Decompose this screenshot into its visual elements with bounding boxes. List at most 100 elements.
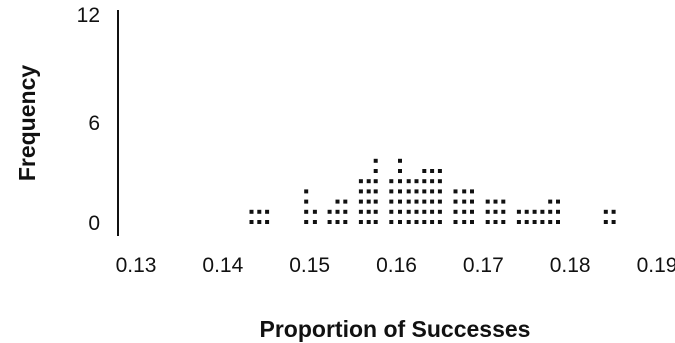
data-dot	[373, 209, 378, 214]
data-dot	[389, 209, 394, 214]
data-dot	[373, 199, 378, 204]
data-dot	[556, 220, 560, 224]
data-dot	[437, 169, 442, 173]
data-dot	[422, 179, 427, 184]
data-dot	[343, 209, 348, 214]
data-dot	[304, 199, 309, 204]
data-dot	[358, 179, 363, 184]
data-dot	[437, 179, 442, 184]
data-dot	[470, 220, 474, 224]
data-dot	[462, 220, 467, 224]
data-dot	[548, 220, 553, 224]
data-dot	[453, 220, 458, 224]
data-dot	[398, 209, 402, 214]
data-dot	[304, 209, 309, 214]
data-dot	[304, 220, 309, 224]
data-dot	[358, 220, 363, 224]
data-dot	[430, 169, 435, 173]
data-dot	[304, 189, 309, 194]
data-dot	[335, 199, 340, 204]
data-dot	[430, 220, 435, 224]
data-dot	[430, 179, 435, 184]
data-dot	[406, 179, 411, 184]
data-dot	[501, 209, 506, 214]
data-dot	[453, 189, 458, 194]
data-dot	[516, 209, 521, 214]
data-dot	[265, 209, 270, 214]
data-dot	[532, 209, 537, 214]
data-dot	[453, 199, 458, 204]
data-dot	[398, 169, 402, 173]
x-tick-label: 0.19	[637, 254, 675, 277]
data-dot	[501, 220, 506, 224]
y-tick-label: 12	[77, 4, 100, 27]
data-dot	[516, 220, 521, 224]
data-dot	[343, 199, 348, 204]
data-dot	[611, 220, 616, 224]
data-dot	[437, 199, 442, 204]
data-dot	[422, 199, 427, 204]
data-dot	[414, 220, 419, 224]
data-dot	[437, 189, 442, 194]
data-dot	[611, 209, 616, 214]
data-points	[249, 158, 616, 224]
data-dot	[485, 209, 490, 214]
data-dot	[389, 220, 394, 224]
data-dot	[327, 209, 332, 214]
data-dot	[366, 199, 371, 204]
data-dot	[462, 199, 467, 204]
x-axis-tick-labels: 0.13 0.14 0.15 0.16 0.17 0.18 0.19	[116, 254, 675, 277]
data-dot	[373, 158, 378, 163]
data-dot	[548, 209, 553, 214]
x-tick-label: 0.15	[289, 254, 330, 277]
data-dot	[406, 189, 411, 194]
y-tick-label: 6	[88, 112, 100, 135]
data-dot	[335, 209, 340, 214]
data-dot	[398, 158, 402, 163]
data-dot	[406, 199, 411, 204]
data-dot	[373, 179, 378, 184]
data-dot	[366, 179, 371, 184]
data-dot	[414, 189, 419, 194]
data-dot	[470, 199, 474, 204]
data-dot	[493, 199, 498, 204]
data-dot	[430, 209, 435, 214]
data-dot	[343, 220, 348, 224]
data-dot	[406, 220, 411, 224]
data-dot	[603, 209, 608, 214]
data-dot	[422, 169, 427, 173]
data-dot	[358, 199, 363, 204]
data-dot	[414, 209, 419, 214]
data-dot	[249, 220, 254, 224]
data-dot	[398, 189, 402, 194]
data-dot	[358, 189, 363, 194]
data-dot	[470, 209, 474, 214]
data-dot	[249, 209, 254, 214]
data-dot	[524, 220, 529, 224]
data-dot	[603, 220, 608, 224]
data-dot	[257, 220, 262, 224]
y-tick-label: 0	[88, 212, 100, 235]
x-tick-label: 0.18	[550, 254, 591, 277]
data-dot	[493, 220, 498, 224]
data-dot	[430, 189, 435, 194]
y-axis-title: Frequency	[14, 65, 40, 182]
x-tick-label: 0.16	[376, 254, 417, 277]
data-dot	[414, 179, 419, 184]
data-dot	[548, 199, 553, 204]
y-axis-tick-labels: 0 6 12	[77, 4, 100, 235]
data-dot	[532, 220, 537, 224]
data-dot	[501, 199, 506, 204]
data-dot	[422, 189, 427, 194]
data-dot	[327, 220, 332, 224]
data-dot	[470, 189, 474, 194]
x-tick-label: 0.17	[463, 254, 504, 277]
data-dot	[422, 209, 427, 214]
data-dot	[257, 209, 262, 214]
data-dot	[373, 189, 378, 194]
data-dot	[398, 220, 402, 224]
data-dot	[414, 199, 419, 204]
data-dot	[398, 179, 402, 184]
x-axis-title: Proportion of Successes	[260, 316, 531, 342]
